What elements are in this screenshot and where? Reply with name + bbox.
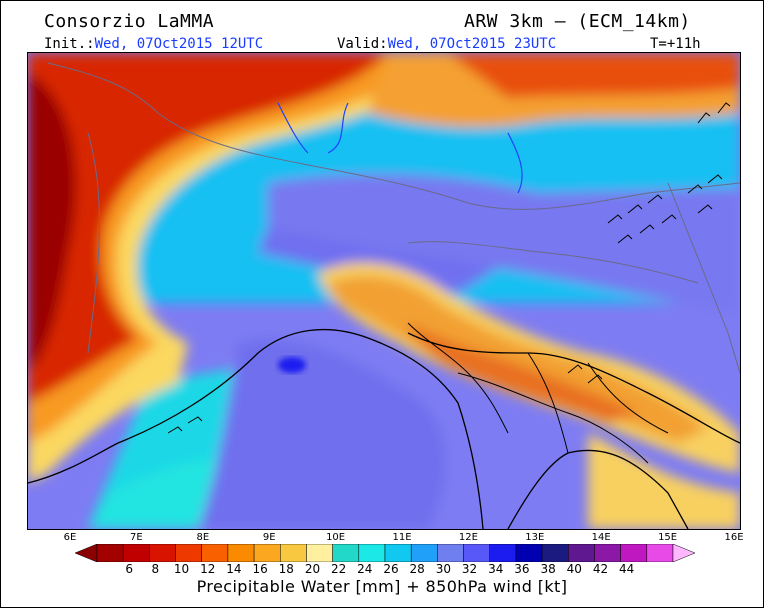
colorbar-swatch bbox=[384, 544, 412, 562]
longitude-label: 14E bbox=[591, 532, 611, 543]
colorbar-label: 16 bbox=[252, 562, 268, 576]
colorbar-swatch bbox=[437, 544, 464, 562]
coastlines bbox=[28, 329, 740, 529]
colorbar bbox=[75, 544, 695, 562]
init-label: Init.: bbox=[44, 36, 95, 52]
colorbar-swatch bbox=[489, 544, 517, 562]
colorbar-label: 14 bbox=[226, 562, 242, 576]
colorbar-swatch bbox=[149, 544, 176, 562]
colorbar-label: 32 bbox=[461, 562, 478, 576]
regional-boundaries bbox=[407, 322, 669, 464]
precipitable-water-field bbox=[28, 53, 740, 529]
colorbar-swatch bbox=[253, 544, 281, 562]
colorbar-title: Precipitable Water [mm] + 850hPa wind [k… bbox=[196, 577, 568, 596]
colorbar-label: 22 bbox=[330, 562, 347, 576]
colorbar-label: 44 bbox=[618, 562, 635, 576]
map-canvas bbox=[28, 53, 740, 529]
colorbar-swatch bbox=[358, 544, 386, 562]
longitude-label: 12E bbox=[458, 532, 478, 543]
colorbar-label: 6 bbox=[125, 562, 133, 576]
colorbar-label: 42 bbox=[592, 562, 609, 576]
colorbar-swatch bbox=[672, 544, 695, 562]
colorbar-label: 34 bbox=[488, 562, 504, 576]
chart-title: Consorzio LaMMA bbox=[44, 11, 215, 32]
init-time: Init.:Wed, 07Oct2015 12UTC bbox=[44, 36, 263, 52]
colorbar-swatch bbox=[306, 544, 333, 562]
colorbar-swatch bbox=[620, 544, 648, 562]
colorbar-swatch bbox=[332, 544, 360, 562]
colorbar-swatch bbox=[227, 544, 255, 562]
longitude-label: 6E bbox=[63, 532, 77, 543]
longitude-label: 10E bbox=[326, 532, 346, 543]
weather-map bbox=[27, 52, 741, 530]
colorbar-swatch bbox=[463, 544, 490, 562]
longitude-label: 15E bbox=[658, 532, 678, 543]
borders bbox=[47, 62, 740, 374]
colorbar-label: 38 bbox=[540, 562, 556, 576]
valid-value: Wed, 07Oct2015 23UTC bbox=[387, 36, 557, 52]
colorbar-swatch bbox=[541, 544, 569, 562]
longitude-label: 11E bbox=[392, 532, 412, 543]
colorbar-label: 40 bbox=[566, 562, 582, 576]
colorbar-swatch bbox=[122, 544, 150, 562]
colorbar-label: 12 bbox=[200, 562, 216, 576]
colorbar-swatch bbox=[515, 544, 543, 562]
colorbar-swatch bbox=[280, 544, 307, 562]
model-label: ARW 3km — (ECM_14km) bbox=[464, 11, 691, 32]
lakes bbox=[277, 102, 523, 194]
colorbar-label: 28 bbox=[409, 562, 425, 576]
colorbar-label: 30 bbox=[435, 562, 451, 576]
colorbar-label: 24 bbox=[357, 562, 373, 576]
colorbar-label: 36 bbox=[514, 562, 530, 576]
valid-label: Valid: bbox=[337, 36, 388, 52]
colorbar-swatch bbox=[594, 544, 621, 562]
wind-barbs bbox=[167, 102, 731, 434]
init-value: Wed, 07Oct2015 12UTC bbox=[94, 36, 264, 52]
colorbar-label: 20 bbox=[304, 562, 321, 576]
colorbar-swatch bbox=[96, 544, 124, 562]
valid-time: Valid:Wed, 07Oct2015 23UTC bbox=[337, 36, 556, 52]
longitude-label: 16E bbox=[724, 532, 744, 543]
colorbar-label: 18 bbox=[278, 562, 294, 576]
longitude-label: 7E bbox=[130, 532, 143, 543]
colorbar-label: 26 bbox=[383, 562, 399, 576]
longitude-label: 9E bbox=[262, 532, 276, 543]
colorbar-swatch bbox=[75, 544, 98, 562]
colorbar-swatch bbox=[568, 544, 595, 562]
forecast-step: T=+11h bbox=[650, 36, 701, 52]
longitude-label: 8E bbox=[196, 532, 210, 543]
precip-max-spot bbox=[278, 357, 306, 373]
colorbar-label: 10 bbox=[173, 562, 190, 576]
colorbar-swatch bbox=[646, 544, 674, 562]
colorbar-swatch bbox=[201, 544, 229, 562]
colorbar-label: 8 bbox=[151, 562, 160, 576]
longitude-label: 13E bbox=[525, 532, 545, 543]
colorbar-swatch bbox=[410, 544, 438, 562]
colorbar-swatch bbox=[175, 544, 202, 562]
